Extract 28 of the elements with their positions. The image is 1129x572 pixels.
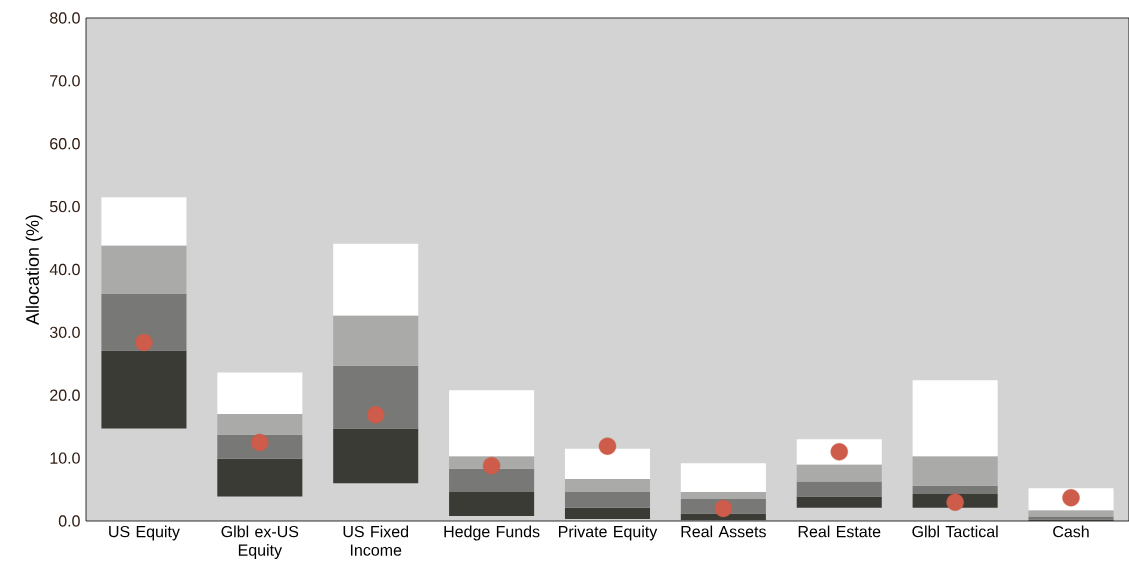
x-tick-label: US Fixed Income	[343, 525, 409, 556]
point	[135, 333, 153, 352]
x-tick-label: Glbl Tactical	[912, 525, 998, 538]
y-tick-label: 80.0	[50, 12, 80, 24]
x-tick-label: Cash	[1053, 525, 1089, 538]
x-tick-label: Private Equity	[558, 525, 658, 541]
x-tick-label: Glbl ex-US Equity	[221, 525, 299, 559]
y-tick-label: 60.0	[50, 138, 80, 150]
y-tick-label: 70.0	[50, 75, 80, 87]
y-tick-label: 50.0	[49, 200, 80, 213]
x-tick-label: US Equity	[109, 525, 180, 541]
point	[1062, 489, 1080, 507]
y-axis-title: Allocation (%)	[25, 215, 43, 325]
y-tick-label: 30.0	[49, 326, 80, 339]
x-tick-label: Real Assets	[681, 525, 766, 538]
point	[482, 456, 501, 475]
y-tick-label: 10.0	[50, 452, 80, 464]
y-tick-label: 40.0	[49, 263, 80, 276]
point	[367, 406, 385, 424]
x-tick-label: Hedge Funds	[444, 525, 540, 541]
y-tick-label: 20.0	[50, 389, 80, 401]
x-tick-label: Real Estate	[798, 525, 881, 538]
point	[714, 499, 733, 518]
point	[946, 493, 964, 511]
point	[830, 443, 848, 461]
point	[598, 437, 617, 455]
y-tick-label: 0.0	[58, 515, 80, 527]
point	[251, 433, 269, 452]
